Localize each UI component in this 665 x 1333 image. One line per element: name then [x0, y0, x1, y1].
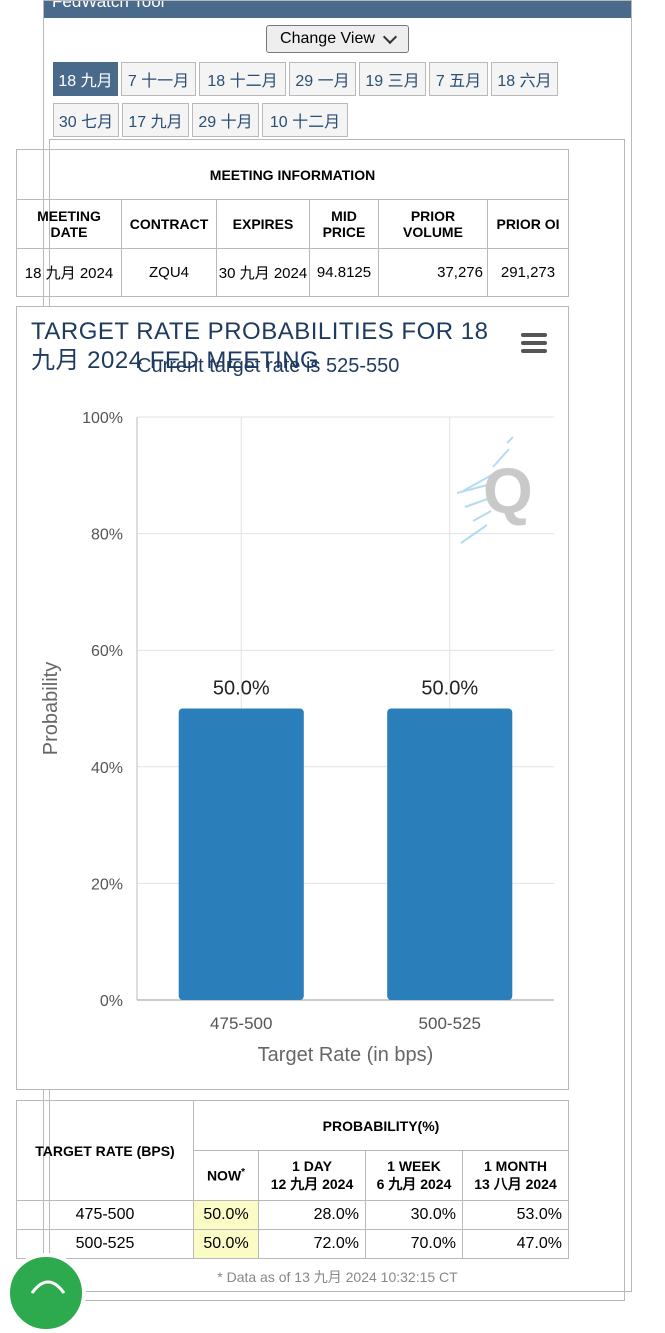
tab-meeting-1[interactable]: 7 十一月 [121, 62, 196, 96]
chart-menu-icon[interactable] [521, 333, 547, 353]
tab-meeting-5[interactable]: 7 五月 [429, 62, 488, 96]
header-target-rate: TARGET RATE (BPS) [16, 1100, 194, 1201]
header-1-month: 1 MONTH 13 八月 2024 [462, 1150, 569, 1201]
cell-1-month: 47.0% [462, 1229, 569, 1259]
cell-meeting-date: 18 九月 2024 [16, 248, 122, 297]
header-now: NOW* [193, 1150, 259, 1201]
tab-meeting-7[interactable]: 30 七月 [53, 103, 119, 137]
bar-475-500[interactable] [178, 708, 304, 1001]
probability-chart: TARGET RATE PROBABILITIES FOR 18 九月 2024… [16, 306, 569, 1090]
cell-expires: 30 九月 2024 [216, 248, 310, 297]
cell-contract: ZQU4 [121, 248, 217, 297]
tab-meeting-3[interactable]: 29 一月 [289, 62, 356, 96]
table-row: 500-525 50.0% 72.0% 70.0% 47.0% [16, 1229, 569, 1259]
x-tick-label: 475-500 [210, 1014, 272, 1033]
cell-1-week: 30.0% [365, 1200, 463, 1230]
header-expires: EXPIRES [216, 199, 310, 249]
chat-icon [30, 1280, 66, 1294]
header-1-day: 1 DAY 12 九月 2024 [258, 1150, 366, 1201]
header-probability: PROBABILITY(%) [193, 1100, 569, 1151]
svg-text:Q: Q [483, 455, 533, 527]
y-tick-label: 40% [91, 760, 123, 777]
chevron-down-icon [382, 29, 398, 44]
floating-action-button[interactable] [6, 1253, 86, 1333]
header-1-week: 1 WEEK 6 九月 2024 [365, 1150, 463, 1201]
change-view-label: Change View [280, 30, 375, 47]
data-label: 50.0% [213, 678, 270, 700]
header-prior-volume: PRIOR VOLUME [378, 199, 488, 249]
cell-prior-oi: 291,273 [487, 248, 569, 297]
tab-meeting-0[interactable]: 18 九月 [53, 62, 118, 96]
y-tick-label: 60% [91, 643, 123, 660]
cell-prior-volume: 37,276 [378, 248, 488, 297]
probability-table: TARGET RATE (BPS) PROBABILITY(%) NOW* 1 … [16, 1100, 569, 1259]
cell-now: 50.0% [193, 1200, 259, 1230]
bar-500-525[interactable] [387, 708, 513, 1001]
cell-1-day: 72.0% [258, 1229, 366, 1259]
cell-1-month: 53.0% [462, 1200, 569, 1230]
data-label: 50.0% [421, 678, 478, 700]
cell-now: 50.0% [193, 1229, 259, 1259]
y-axis-title: Probability [40, 662, 62, 755]
y-tick-label: 80% [91, 527, 123, 544]
y-tick-label: 20% [91, 876, 123, 893]
tab-meeting-6[interactable]: 18 六月 [491, 62, 558, 96]
meeting-info-title: MEETING INFORMATION [16, 149, 569, 200]
change-view-button[interactable]: Change View [266, 25, 409, 53]
header-mid-price: MID PRICE [309, 199, 379, 249]
header-contract: CONTRACT [121, 199, 217, 249]
tool-title-bar: FedWatch Tool [44, 1, 631, 18]
table-row: 475-500 50.0% 28.0% 30.0% 53.0% [16, 1200, 569, 1230]
header-prior-oi: PRIOR OI [487, 199, 569, 249]
x-axis-title: Target Rate (in bps) [258, 1044, 434, 1066]
header-meeting-date: MEETING DATE [16, 199, 122, 249]
tab-meeting-10[interactable]: 10 十二月 [262, 103, 348, 137]
cell-1-week: 70.0% [365, 1229, 463, 1259]
cell-rate: 475-500 [16, 1200, 194, 1230]
tab-meeting-2[interactable]: 18 十二月 [199, 62, 286, 96]
tool-title: FedWatch Tool [52, 1, 165, 11]
chart-title: TARGET RATE PROBABILITIES FOR 18 九月 2024… [31, 318, 489, 374]
x-tick-label: 500-525 [419, 1014, 481, 1033]
cell-1-day: 28.0% [258, 1200, 366, 1230]
tab-meeting-8[interactable]: 17 九月 [122, 103, 189, 137]
chart-svg: Q 0% 20% 40% 60% 80% 100% 50.0% 475-500 50.0% 500… [40, 410, 554, 1066]
data-timestamp-footnote: * Data as of 13 九月 2024 10:32:15 CT [217, 1269, 458, 1285]
y-tick-label: 100% [82, 410, 123, 427]
tab-meeting-4[interactable]: 19 三月 [359, 62, 426, 96]
cme-watermark-logo: Q [456, 436, 533, 544]
tab-meeting-9[interactable]: 29 十月 [192, 103, 259, 137]
chart-subtitle: Current target rate is 525-550 [137, 355, 400, 377]
meeting-info-table: MEETING INFORMATION MEETING DATE CONTRAC… [16, 149, 569, 297]
y-tick-label: 0% [100, 993, 123, 1010]
cell-mid-price: 94.8125 [309, 248, 379, 297]
